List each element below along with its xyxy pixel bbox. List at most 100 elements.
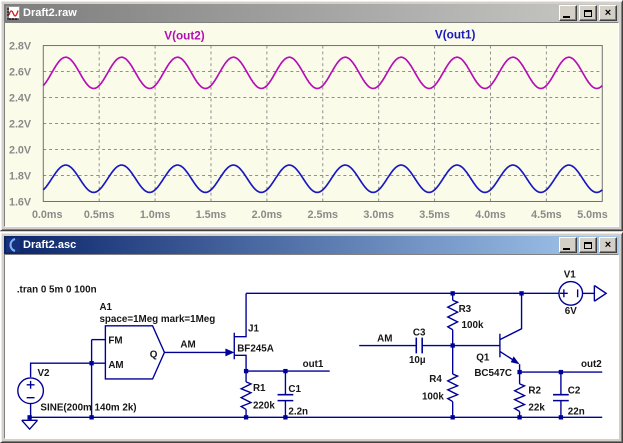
junction-dot: [243, 368, 249, 374]
component-c3-capacitor[interactable]: [415, 337, 423, 354]
label-r3-name[interactable]: R3: [459, 304, 472, 315]
x-tick-label: 2.5ms: [308, 209, 339, 221]
plot-maximize-button[interactable]: [579, 5, 597, 21]
component-q1-bjt[interactable]: [499, 293, 523, 373]
label-v2-name[interactable]: V2: [37, 368, 50, 379]
label-v1-value[interactable]: 6V: [565, 306, 577, 317]
y-tick-label: 1.6V: [9, 196, 32, 208]
wire-junctions: [27, 291, 564, 420]
label-r4-name[interactable]: R4: [429, 374, 442, 385]
component-c1-capacitor[interactable]: [277, 393, 294, 402]
x-tick-label: 0.0ms: [32, 209, 63, 221]
component-r4-resistor[interactable]: [446, 373, 460, 403]
label-r1-name[interactable]: R1: [253, 383, 266, 394]
junction-dot: [517, 415, 522, 420]
ground-symbol-right[interactable]: [593, 284, 608, 302]
junction-dot: [558, 415, 564, 420]
waveform-plot: 2.8V 2.6V 2.4V 2.2V 2.0V 1.8V 1.6V0.0ms 0.5ms 1.…: [9, 29, 608, 221]
label-c1-value[interactable]: 2.2n: [288, 406, 308, 417]
plot-close-button[interactable]: ×: [599, 5, 617, 21]
schematic-drawing: .tran 0 5m 0 100n A1 space=1Meg mark=1Me…: [17, 270, 608, 431]
plot-minimize-button[interactable]: [559, 5, 577, 21]
label-a1-name[interactable]: A1: [99, 302, 112, 313]
junction-dot: [517, 369, 522, 375]
junction-dot: [283, 415, 288, 420]
y-tick-label: 1.8V: [9, 170, 32, 182]
label-c3-value[interactable]: 10µ: [409, 355, 426, 366]
plot-grid: [43, 45, 603, 202]
x-tick-label: 1.0ms: [140, 209, 171, 221]
waveform-window-icon[interactable]: [6, 6, 20, 20]
net-label-out2[interactable]: out2: [581, 359, 602, 370]
waveform-viewer-window: Draft2.raw × 2.8V 2.6V 2.4V 2.2V 2.0V 1.8V 1.6…: [0, 0, 623, 231]
net-label-out1[interactable]: out1: [303, 359, 324, 370]
schematic-titlebar[interactable]: Draft2.asc ×: [4, 236, 619, 254]
trace-vout2: [42, 56, 603, 90]
plot-window-title: Draft2.raw: [23, 7, 77, 19]
label-v2-value[interactable]: SINE(200m 140m 2k): [40, 402, 136, 413]
label-j1-value[interactable]: BF245A: [237, 343, 274, 354]
component-v1-source[interactable]: [558, 280, 584, 306]
x-tick-label: 2.0ms: [252, 209, 283, 221]
component-a1-modulator[interactable]: [104, 325, 166, 380]
schematic-minimize-button[interactable]: [559, 237, 577, 253]
schematic-window-icon[interactable]: [6, 238, 20, 252]
label-c3-name[interactable]: C3: [413, 328, 426, 339]
junction-dot: [89, 361, 94, 366]
label-q1-name[interactable]: Q1: [476, 352, 490, 363]
trace-title-vout2[interactable]: V(out2): [164, 30, 205, 43]
schematic-window-title: Draft2.asc: [23, 239, 77, 251]
label-c1-name[interactable]: C1: [288, 384, 301, 395]
x-tick-label: 4.5ms: [531, 209, 562, 221]
label-r1-value[interactable]: 220k: [253, 400, 275, 411]
component-r1-resistor[interactable]: [239, 381, 253, 411]
label-r3-value[interactable]: 100k: [462, 320, 484, 331]
spice-directive[interactable]: .tran 0 5m 0 100n: [17, 284, 97, 295]
schematic-maximize-button[interactable]: [579, 237, 597, 253]
x-tick-label: 0.5ms: [84, 209, 115, 221]
component-r3-resistor[interactable]: [446, 299, 460, 331]
component-r2-resistor[interactable]: [512, 383, 527, 413]
junction-dot: [519, 291, 524, 296]
label-q1-value[interactable]: BC547C: [474, 368, 512, 379]
junction-dot: [450, 415, 455, 420]
x-tick-label: 3.5ms: [419, 209, 450, 221]
x-tick-label: 1.5ms: [196, 209, 227, 221]
maximize-icon: [584, 241, 592, 249]
minimize-icon: [563, 248, 570, 250]
label-v1-name[interactable]: V1: [564, 270, 577, 281]
y-tick-label: 2.2V: [9, 118, 32, 130]
junction-dot: [243, 415, 249, 420]
pin-label-q: Q: [150, 349, 158, 360]
label-a1-params[interactable]: space=1Meg mark=1Meg: [99, 314, 215, 325]
trace-title-vout1[interactable]: V(out1): [435, 29, 476, 42]
y-tick-label: 2.4V: [9, 92, 32, 104]
component-j1-jfet[interactable]: [225, 332, 235, 360]
x-tick-label: 4.0ms: [475, 209, 506, 221]
label-r4-value[interactable]: 100k: [422, 392, 444, 403]
plot-border: [42, 45, 603, 202]
label-j1-name[interactable]: J1: [248, 324, 259, 335]
label-r2-name[interactable]: R2: [528, 386, 541, 397]
net-label-am-1[interactable]: AM: [180, 339, 195, 350]
junction-dot: [283, 368, 288, 374]
minimize-icon: [563, 16, 570, 18]
y-tick-label: 2.6V: [9, 66, 32, 78]
component-v2-source[interactable]: [17, 377, 45, 405]
schematic-canvas[interactable]: .tran 0 5m 0 100n A1 space=1Meg mark=1Me…: [4, 254, 619, 439]
junction-dot: [558, 369, 564, 375]
label-c2-name[interactable]: C2: [568, 386, 581, 397]
label-r2-value[interactable]: 22k: [528, 402, 545, 413]
close-icon: ×: [604, 7, 612, 19]
junction-dot: [27, 415, 32, 420]
net-label-am-2[interactable]: AM: [377, 334, 392, 345]
label-c2-value[interactable]: 22n: [568, 406, 585, 417]
schematic-close-button[interactable]: ×: [599, 237, 617, 253]
plot-pane[interactable]: 2.8V 2.6V 2.4V 2.2V 2.0V 1.8V 1.6V 0.0ms 0.5ms 1.…: [4, 22, 619, 227]
pin-label-fm: FM: [108, 336, 122, 347]
y-tick-label: 2.0V: [9, 144, 32, 156]
plot-titlebar[interactable]: Draft2.raw ×: [4, 4, 619, 22]
component-c2-capacitor[interactable]: [553, 393, 569, 402]
close-icon: ×: [604, 239, 612, 251]
schematic-window: Draft2.asc ×: [0, 232, 623, 443]
